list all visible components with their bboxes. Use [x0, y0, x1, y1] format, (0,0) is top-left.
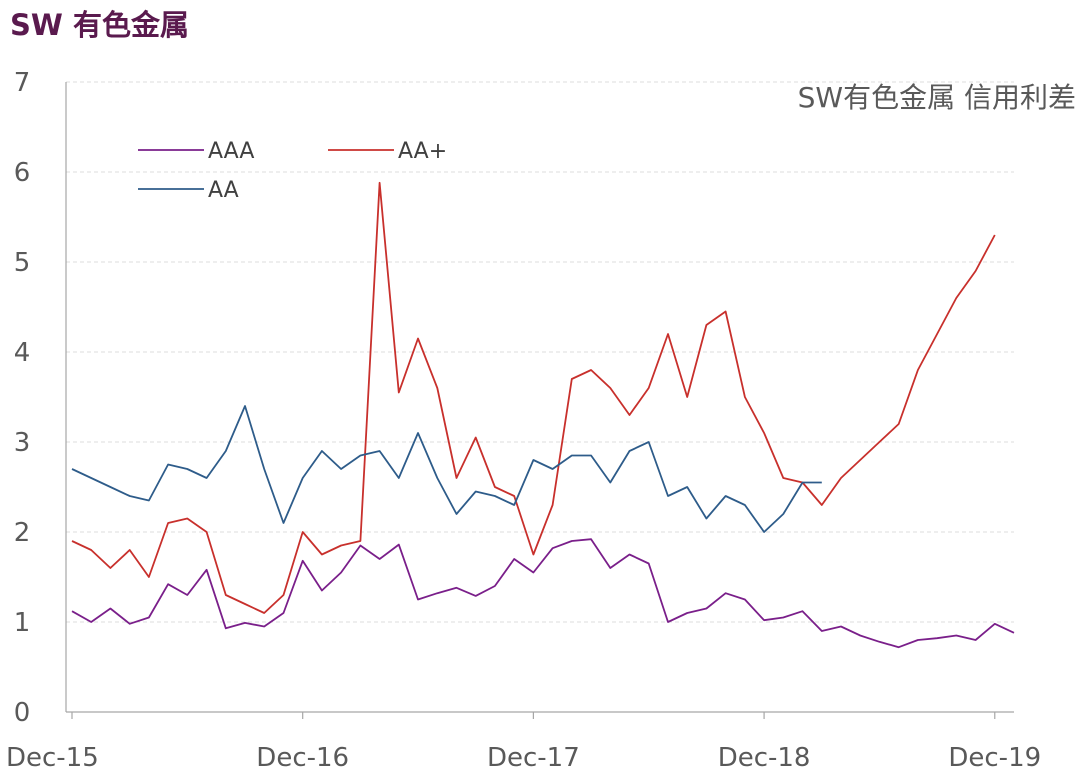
- axes: 0 1 2 3 4 5 6 7 Dec-15 Dec-16 Dec-17 Dec-18 Dec-19: [6, 68, 1041, 773]
- x-tick-label: Dec-18: [718, 743, 811, 773]
- y-tick-label: 1: [14, 608, 31, 638]
- legend-label-aaa: AAA: [208, 139, 254, 164]
- y-tick-label: 4: [14, 338, 31, 368]
- y-tick-label: 0: [14, 698, 31, 728]
- y-tick-label: 7: [14, 68, 31, 98]
- series-line-aaa: [71, 538, 1015, 649]
- x-tick-label: Dec-17: [487, 743, 580, 773]
- legend: AAA AA+ AA: [138, 139, 447, 203]
- page-title: SW 有色金属: [10, 8, 189, 42]
- x-tick-label: Dec-19: [948, 743, 1041, 773]
- x-tick-label: Dec-15: [6, 743, 99, 773]
- y-tick-label: 3: [14, 428, 31, 458]
- y-tick-label: 6: [14, 158, 31, 188]
- y-tick-label: 5: [14, 248, 31, 278]
- series-line-aa: [71, 405, 822, 533]
- legend-label-aa-plus: AA+: [398, 139, 447, 164]
- y-tick-label: 2: [14, 518, 31, 548]
- chart-title: SW有色金属 信用利差: [798, 81, 1076, 114]
- legend-label-aa: AA: [208, 178, 239, 203]
- series-line-aa-plus: [71, 181, 996, 614]
- series-lines: [71, 181, 1015, 649]
- x-tick-label: Dec-16: [256, 743, 349, 773]
